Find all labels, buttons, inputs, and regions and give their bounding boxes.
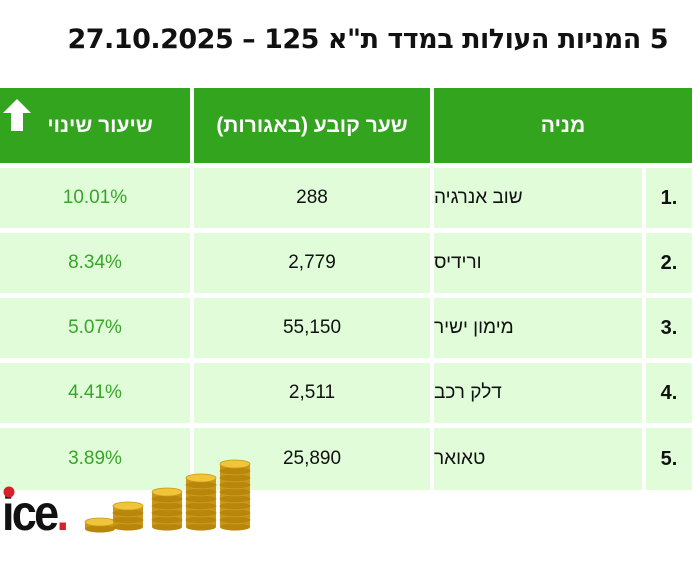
stock-name-cell: דלק רכב (434, 363, 642, 423)
price-cell: 2,511 (194, 363, 430, 423)
logo-dot (3, 486, 15, 498)
price-cell: 288 (194, 168, 430, 228)
header-price: שער קובע (באגורות) (194, 88, 430, 163)
stock-name-cell: ורידיס (434, 233, 642, 293)
stock-name-cell: מימון ישיר (434, 298, 642, 358)
rank-cell: 1. (646, 168, 692, 228)
change-cell: 8.34% (0, 233, 190, 293)
rank-cell: 3. (646, 298, 692, 358)
change-cell: 3.89% (0, 428, 190, 490)
rank-cell: 5. (646, 428, 692, 490)
arrow-up-icon (3, 99, 31, 131)
page-title: 5 המניות העולות במדד ת"א 125 – 27.10.202… (67, 24, 668, 55)
header-change: שיעור שינוי (0, 88, 190, 163)
coin-stacks-icon (84, 459, 251, 533)
header-name: מניה (434, 88, 692, 163)
rank-cell: 4. (646, 363, 692, 423)
change-cell: 4.41% (0, 363, 190, 423)
price-cell: 55,150 (194, 298, 430, 358)
header-change-label: שיעור שינוי (47, 113, 153, 137)
change-cell: 5.07% (0, 298, 190, 358)
rank-cell: 2. (646, 233, 692, 293)
price-cell: 2,779 (194, 233, 430, 293)
change-cell: 10.01% (0, 168, 190, 228)
stock-name-cell: שוב אנרגיה (434, 168, 642, 228)
stock-name-cell: טאואר (434, 428, 642, 490)
ice-logo: ice. (2, 485, 69, 541)
